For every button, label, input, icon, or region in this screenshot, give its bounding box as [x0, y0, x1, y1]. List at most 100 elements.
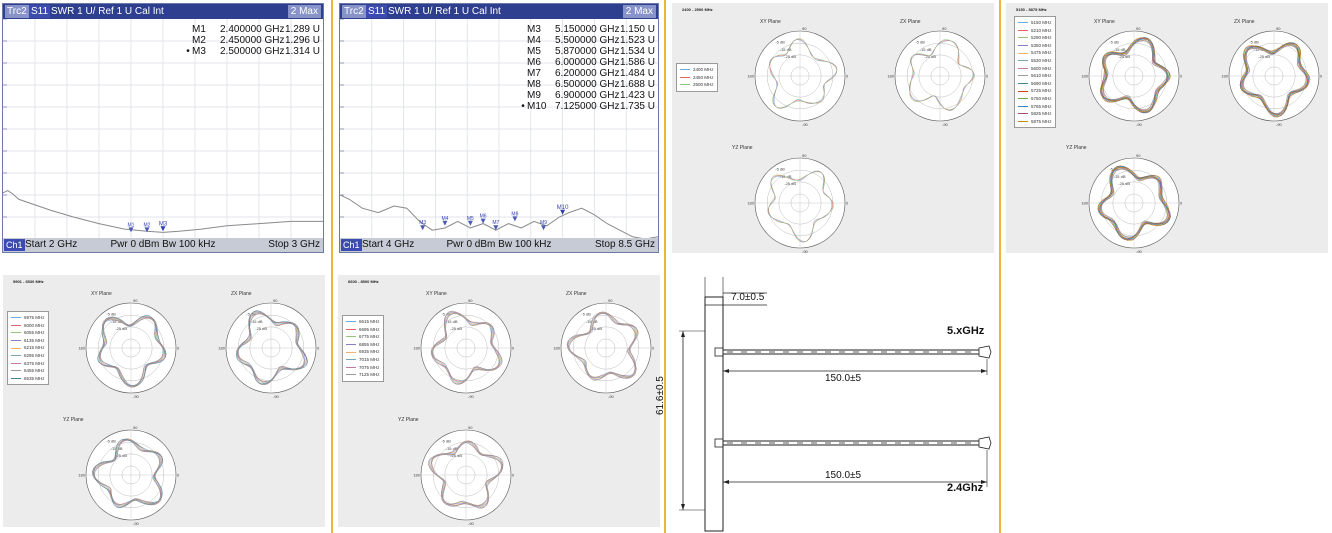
ring-label: -25 dB: [1258, 54, 1270, 59]
legend-swatch: [1018, 37, 1028, 39]
marker-row[interactable]: M4 5.500000 GHz 1.523 U: [519, 35, 655, 46]
angle-label-right: 0: [1180, 201, 1183, 206]
marker-label: M5: [467, 216, 474, 222]
angle-label-left: 180: [553, 346, 560, 351]
trace-info: SWR 1 U/ Ref 1 U Cal Int: [388, 6, 501, 17]
marker-row[interactable]: M1 2.400000 GHz 1.289 U: [184, 24, 320, 35]
marker-triangle[interactable]: [420, 225, 426, 231]
marker-triangle[interactable]: [480, 218, 486, 224]
active-marker-dot: [184, 35, 192, 46]
divider: [331, 268, 333, 533]
stop-frequency: Stop 3 GHz: [268, 239, 320, 250]
marker-row[interactable]: M5 5.870000 GHz 1.534 U: [519, 46, 655, 57]
legend-entry: 5975 MHz: [11, 314, 45, 322]
marker-triangle[interactable]: [467, 220, 473, 226]
angle-label-top: 90: [468, 425, 473, 430]
marker-triangle[interactable]: [493, 225, 499, 231]
ring-label: -15 dB: [446, 319, 458, 324]
pattern-curve: [566, 312, 638, 380]
ring-label: -15 dB: [111, 319, 123, 324]
pattern-curve: [769, 38, 837, 108]
pattern-curve: [1097, 167, 1170, 242]
ring-label: -25 dB: [255, 326, 267, 331]
radiation-pattern-panel-5901: 5901 - 6530 MHz 90 180 0 -90 -5 dB -15 dB -25 …: [3, 275, 325, 527]
marker-triangle[interactable]: [128, 227, 134, 233]
polar-plots: 90 180 0 -90 -5 dB -15 dB -25 dB 90 180 0 -90 -5 dB…: [1081, 26, 1323, 253]
marker-name: M3: [192, 46, 206, 57]
marker-frequency: 7.125000 GHz: [555, 101, 620, 112]
marker-triangle[interactable]: [512, 216, 518, 222]
ring-label: -25 dB: [115, 326, 127, 331]
active-marker-dot: [519, 57, 527, 68]
marker-count-badge[interactable]: 2 Max: [622, 5, 656, 18]
vna-screen-1: Trc2 S11 SWR 1 U/ Ref 1 U Cal Int 2 Max …: [2, 3, 324, 253]
marker-name: M6: [527, 57, 541, 68]
legend-entry: 6935 MHz: [346, 348, 380, 356]
marker-triangle[interactable]: [442, 220, 448, 226]
marker-row[interactable]: M2 2.450000 GHz 1.296 U: [184, 35, 320, 46]
s-parameter-tag[interactable]: S11: [29, 5, 51, 18]
marker-triangle[interactable]: [144, 227, 150, 233]
legend-entry: 2450 MHz: [680, 74, 714, 82]
trace-tag[interactable]: Trc2: [342, 5, 366, 18]
legend-entry: 6295 MHz: [11, 352, 45, 360]
legend-swatch: [1018, 121, 1028, 123]
ring-label: -5 dB: [775, 167, 785, 172]
angle-label-top: 90: [273, 298, 278, 303]
panel-title: 2400 - 2500 MHz: [682, 7, 713, 12]
yz-plane-label: YZ Plane: [63, 417, 84, 423]
legend-swatch: [11, 347, 21, 349]
marker-label: M10: [557, 205, 569, 211]
label-2-4ghz: 2.4Ghz: [947, 482, 984, 494]
marker-row[interactable]: • M3 2.500000 GHz 1.314 U: [184, 46, 320, 57]
legend-swatch: [1018, 83, 1028, 85]
legend-swatch: [1018, 113, 1028, 115]
marker-triangle[interactable]: [160, 226, 166, 232]
angle-label-top: 90: [1276, 26, 1281, 31]
legend-entry: 6535 MHz: [11, 375, 45, 383]
pattern-curve: [236, 310, 308, 385]
trace-tag[interactable]: Trc2: [5, 5, 29, 18]
swr-trace: [340, 194, 658, 239]
ring-label: -25 dB: [450, 453, 462, 458]
marker-label: M8: [511, 211, 518, 217]
marker-triangle[interactable]: [560, 209, 566, 215]
marker-value: 1.150 U: [619, 24, 655, 35]
marker-row[interactable]: M3 5.150000 GHz 1.150 U: [519, 24, 655, 35]
zx-plane-label: ZX Plane: [566, 291, 587, 297]
marker-count-badge[interactable]: 2 Max: [287, 5, 321, 18]
legend-swatch: [1018, 45, 1028, 47]
legend-swatch: [11, 355, 21, 357]
angle-label-left: 180: [1221, 74, 1228, 79]
legend-entry: 6615 MHz: [346, 318, 380, 326]
channel-badge[interactable]: Ch1: [4, 239, 25, 251]
marker-row[interactable]: M8 6.500000 GHz 1.688 U: [519, 79, 655, 90]
radiation-pattern-panel-6600: 6600 - 8500 MHz 90 180 0 -90 -5 dB -15 dB -25 …: [338, 275, 660, 527]
marker-frequency: 5.150000 GHz: [555, 24, 620, 35]
grid-lines: [3, 19, 323, 239]
pattern-curve: [769, 38, 838, 109]
ring-label: -5 dB: [915, 40, 925, 45]
marker-row[interactable]: • M10 7.125000 GHz 1.735 U: [519, 101, 655, 112]
marker-row[interactable]: M7 6.200000 GHz 1.484 U: [519, 68, 655, 79]
marker-value: 1.296 U: [284, 35, 320, 46]
marker-triangle[interactable]: [541, 225, 547, 231]
s-parameter-tag[interactable]: S11: [366, 5, 388, 18]
marker-row[interactable]: M9 6.900000 GHz 1.423 U: [519, 90, 655, 101]
legend-swatch: [346, 359, 356, 361]
legend-entry: 5530 MHz: [1018, 57, 1052, 65]
angle-label-right: 0: [317, 346, 320, 351]
dimension-height: 61.6±0.5: [655, 376, 666, 415]
legend-entry: 5725 MHz: [1018, 87, 1052, 95]
frequency-legend: 2400 MHz 2450 MHz 2500 MHz: [676, 63, 718, 92]
pattern-curve: [1240, 43, 1311, 118]
ring-label: -5 dB: [106, 312, 116, 317]
vna-header: Trc2 S11 SWR 1 U/ Ref 1 U Cal Int 2 Max: [340, 4, 658, 19]
angle-label-left: 180: [413, 473, 420, 478]
marker-value: 1.484 U: [619, 68, 655, 79]
marker-row[interactable]: M6 6.000000 GHz 1.586 U: [519, 57, 655, 68]
channel-badge[interactable]: Ch1: [341, 239, 362, 251]
